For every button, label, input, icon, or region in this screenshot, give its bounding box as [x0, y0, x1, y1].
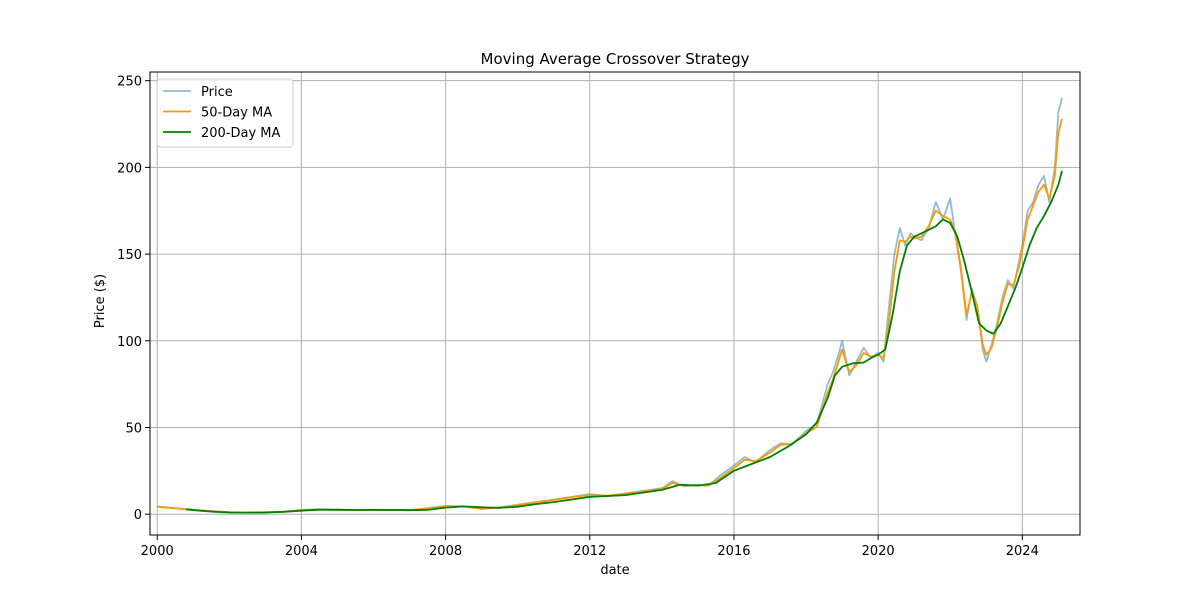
- x-tick-label: 2016: [717, 544, 750, 559]
- x-tick-label: 2004: [285, 544, 318, 559]
- x-axis-ticks: 2000 2004 2008 2012 2016 2020 2024: [141, 535, 1039, 559]
- plot-frame: [149, 71, 1081, 536]
- x-axis-title: date: [600, 563, 629, 578]
- x-tick-label: 2008: [429, 544, 462, 559]
- grid: [150, 72, 1080, 535]
- 200-day-ma-line: [185, 170, 1063, 514]
- series-lines: [157, 97, 1063, 514]
- x-tick-label: 2024: [1006, 544, 1039, 559]
- y-tick-label: 250: [117, 75, 142, 90]
- chart-title: Moving Average Crossover Strategy: [481, 50, 750, 68]
- y-tick-label: 150: [117, 248, 142, 263]
- x-tick-label: 2000: [141, 544, 174, 559]
- x-tick-label: 2012: [573, 544, 606, 559]
- legend: Price 50-Day MA 200-Day MA: [156, 78, 294, 148]
- y-tick-label: 100: [117, 335, 142, 350]
- x-tick-label: 2020: [862, 544, 895, 559]
- y-tick-label: 50: [125, 421, 142, 436]
- y-axis-title: Price ($): [93, 274, 108, 328]
- y-tick-label: 200: [117, 161, 142, 176]
- legend-label-200-day-ma: 200-Day MA: [201, 126, 281, 141]
- legend-box: [156, 78, 294, 148]
- legend-label-50-day-ma: 50-Day MA: [201, 106, 272, 121]
- y-tick-label: 0: [134, 508, 142, 523]
- y-axis-ticks: 0 50 100 150 200 250: [117, 75, 150, 523]
- legend-label-price: Price: [201, 85, 233, 100]
